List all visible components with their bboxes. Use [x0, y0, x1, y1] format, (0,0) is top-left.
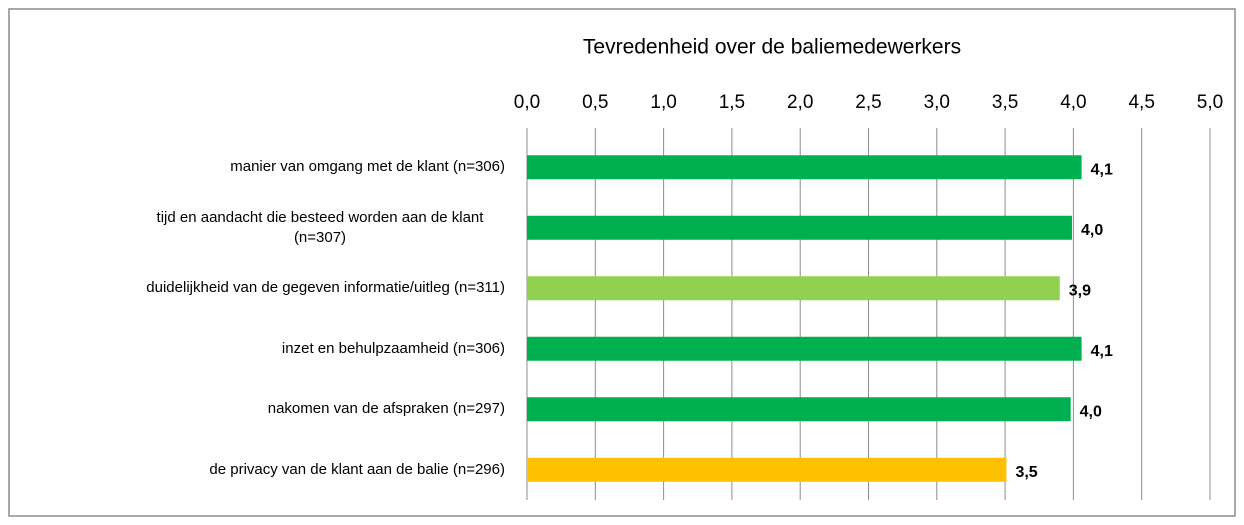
bar: [527, 336, 1082, 361]
y-tick-label: inzet en behulpzaamheid (n=306): [281, 339, 505, 357]
bar: [527, 215, 1073, 240]
y-tick-label: tijd en aandacht die besteed worden aan …: [156, 208, 484, 246]
x-tick-label: 3,5: [992, 92, 1018, 113]
x-tick-label: 2,0: [787, 92, 813, 113]
bar: [527, 155, 1082, 180]
y-tick-label: de privacy van de klant aan de balie (n=…: [209, 460, 505, 478]
data-label: 4,0: [1081, 222, 1103, 239]
x-tick-label: 1,0: [650, 92, 676, 113]
y-tick-label: manier van omgang met de klant (n=306): [230, 158, 505, 176]
chart-title: Tevredenheid over de baliemedewerkers: [583, 36, 961, 59]
y-tick-label: duidelijkheid van de gegeven informatie/…: [146, 279, 505, 297]
x-tick-label: 4,0: [1060, 92, 1086, 113]
data-label: 4,1: [1091, 343, 1113, 360]
chart-frame: [8, 8, 1236, 517]
x-tick-label: 5,0: [1197, 92, 1223, 113]
bar: [527, 457, 1007, 482]
bar: [527, 276, 1060, 301]
x-tick-label: 0,0: [514, 92, 540, 113]
data-label: 4,1: [1091, 161, 1113, 178]
data-label: 3,9: [1069, 282, 1091, 299]
bar: [527, 397, 1071, 422]
y-tick-label: nakomen van de afspraken (n=297): [267, 400, 505, 418]
x-tick-label: 2,5: [855, 92, 881, 113]
data-label: 3,5: [1015, 464, 1037, 481]
x-tick-label: 4,5: [1128, 92, 1154, 113]
x-tick-label: 0,5: [582, 92, 608, 113]
x-tick-label: 1,5: [719, 92, 745, 113]
x-tick-label: 3,0: [924, 92, 950, 113]
data-label: 4,0: [1080, 403, 1102, 420]
